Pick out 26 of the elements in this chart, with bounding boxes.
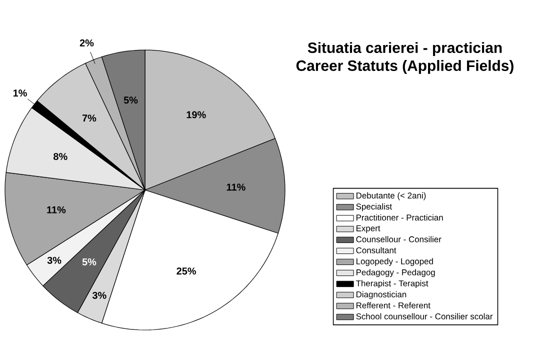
text: Career Statuts (Applied Fields) [296,60,514,74]
data-label: 5% [124,96,138,104]
legend-label: Logopedy - Logoped [356,258,433,266]
data-label: 19% [186,111,206,118]
legend-label: Expert [356,225,380,233]
data-label: 2% [80,39,94,46]
legend-label: Debutante (< 2ani) [356,192,426,200]
legend-label: School counsellour - Consilier scolar [356,313,493,320]
legend-label: Specialist [356,203,392,212]
data-label: 7% [82,114,96,122]
legend-label: Refferent - Referent [356,302,430,308]
data-label: 11% [47,206,66,214]
legend-label: Counsellour - Consilier [356,236,442,242]
data-label: 3% [47,256,62,264]
data-label: 1% [13,90,27,97]
legend-label: Practitioner - Practician [356,214,443,221]
legend-label: Diagnostician [356,291,406,300]
legend-label: Pedagogy - Pedagog [356,269,435,278]
data-label: 3% [92,292,106,299]
data-label: 11% [226,184,246,191]
legend-label: Consultant [356,247,396,254]
data-label: 8% [54,152,68,160]
chart-title: Situatia carierei - practician [308,42,502,56]
data-label: 25% [176,268,196,275]
legend-label: Therapist - Terapist [356,280,428,288]
data-label: 5% [82,258,96,266]
